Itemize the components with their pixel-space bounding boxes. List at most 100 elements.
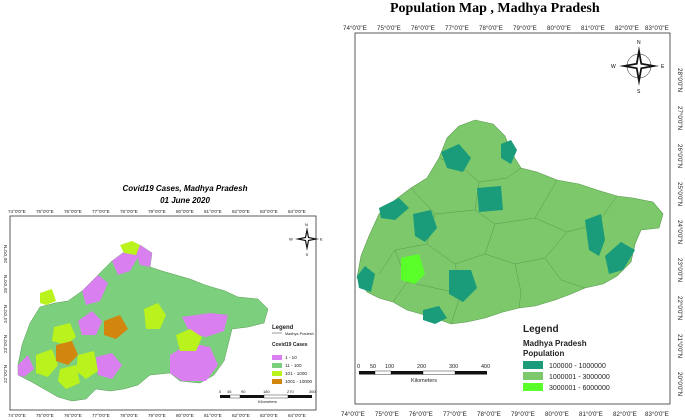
- covid-lon-83-top: 83°0'0"E: [260, 209, 278, 214]
- pop-lat-25: 25°0'0"N: [676, 182, 683, 206]
- covid-legend-swatch-2: [272, 363, 282, 368]
- pop-lon-79-bottom: 79°0'0"E: [511, 411, 535, 418]
- covid-compass-w: W: [289, 237, 293, 242]
- covid-top-lon-labels: 74°0'0"E 75°0'0"E 76°0'0"E 77°0'0"E 78°0…: [8, 209, 306, 214]
- covid-lon-82-bottom: 82°0'0"E: [232, 413, 250, 418]
- pop-lon-77-bottom: 77°0'0"E: [443, 411, 467, 418]
- population-district-teal-2: [501, 140, 517, 164]
- population-map: 74°0'0"E 75°0'0"E 76°0'0"E 77°0'0"E 78°0…: [341, 25, 683, 418]
- covid-legend-subtitle: Covid19 Cases: [272, 342, 308, 348]
- pop-compass-n: N: [637, 40, 641, 46]
- pop-legend-subtitle-2: Population: [523, 349, 564, 358]
- pop-lon-75-top: 75°0'0"E: [377, 25, 401, 32]
- pop-lon-83-bottom: 83°0'0"E: [645, 411, 669, 418]
- covid-district-lime-4: [176, 329, 202, 351]
- covid-legend-label-3: 101 - 1000: [285, 371, 307, 376]
- covid-lat-22: 22°0'0"N: [3, 365, 8, 383]
- population-district-bright-1: [401, 254, 425, 284]
- covid-district-lime-5: [52, 323, 76, 345]
- covid-scale-45: 45: [227, 389, 232, 394]
- pop-lon-80-top: 80°0'0"E: [547, 25, 571, 32]
- covid-district-orange-2: [56, 341, 78, 365]
- pop-lon-80-bottom: 80°0'0"E: [545, 411, 569, 418]
- covid-scale-270: 270: [287, 389, 294, 394]
- covid-lon-81-bottom: 81°0'0"E: [204, 413, 222, 418]
- population-district-teal-1: [441, 144, 471, 172]
- covid-lon-77-bottom: 77°0'0"E: [92, 413, 110, 418]
- covid-district-pink-6: [170, 343, 218, 381]
- covid-legend: Legend Madhya Pradesh Covid19 Cases 1 - …: [272, 325, 314, 384]
- covid-lon-76-bottom: 76°0'0"E: [64, 413, 82, 418]
- pop-lat-24: 24°0'0"N: [676, 220, 683, 244]
- covid-compass-e: E: [320, 237, 323, 242]
- covid-scale-0: 0: [219, 389, 222, 394]
- pop-lon-79-top: 79°0'0"E: [513, 25, 537, 32]
- pop-legend-label-2: 1000001 - 3000000: [549, 374, 610, 381]
- pop-lon-74-bottom: 74°0'0"E: [341, 411, 365, 418]
- covid-lon-83-bottom: 83°0'0"E: [260, 413, 278, 418]
- covid-lon-80-bottom: 80°0'0"E: [176, 413, 194, 418]
- pop-legend-swatch-2: [523, 372, 543, 380]
- covid-lon-77-top: 77°0'0"E: [92, 209, 110, 214]
- population-district-teal-3: [477, 186, 503, 212]
- pop-lat-27: 27°0'0"N: [676, 106, 683, 130]
- covid-lon-84-bottom: 84°0'0"E: [288, 413, 306, 418]
- population-district-teal-6: [585, 214, 605, 256]
- pop-lat-21: 21°0'0"N: [676, 334, 683, 358]
- covid-lon-80-top: 80°0'0"E: [176, 209, 194, 214]
- covid-lat-25: 25°0'0"N: [3, 275, 8, 293]
- pop-lat-23: 23°0'0"N: [676, 258, 683, 282]
- pop-compass-s: S: [637, 89, 641, 95]
- covid-district-pink-2: [136, 245, 152, 267]
- covid-district-lime-8: [58, 365, 80, 389]
- covid-state-shape: [17, 244, 269, 402]
- pop-legend-swatch-1: [523, 361, 543, 369]
- population-compass-icon: N S E W: [611, 40, 665, 95]
- pop-compass-e: E: [661, 64, 665, 70]
- covid-lon-75-top: 75°0'0"E: [36, 209, 54, 214]
- population-scale-bar: 0 50 100 200 300 400 Kilometers: [357, 364, 490, 384]
- covid-district-pink-7: [96, 353, 122, 379]
- covid-lat-23: 23°0'0"N: [3, 335, 8, 353]
- population-district-teal-4: [379, 198, 409, 220]
- pop-lat-28: 28°0'0"N: [676, 68, 683, 92]
- covid-scale-360: 360: [309, 389, 316, 394]
- pop-lon-77-top: 77°0'0"E: [445, 25, 469, 32]
- pop-scale-unit: Kilometers: [411, 378, 437, 384]
- population-legend: Legend Madhya Pradesh Population 100000 …: [523, 324, 610, 392]
- population-bottom-lon-labels: 74°0'0"E 75°0'0"E 76°0'0"E 77°0'0"E 78°0…: [341, 411, 669, 418]
- population-lat-labels: 28°0'0"N 27°0'0"N 26°0'0"N 25°0'0"N 24°0…: [676, 68, 683, 396]
- covid-lon-78-top: 78°0'0"E: [120, 209, 138, 214]
- pop-lon-78-top: 78°0'0"E: [479, 25, 503, 32]
- covid-lon-78-bottom: 78°0'0"E: [120, 413, 138, 418]
- covid-bottom-lon-labels: 74°0'0"E 75°0'0"E 76°0'0"E 77°0'0"E 78°0…: [8, 413, 306, 418]
- covid-district-lime-6: [36, 349, 58, 377]
- covid-legend-title: Legend: [272, 325, 294, 331]
- covid-scale-180: 180: [263, 389, 270, 394]
- covid-legend-swatch-3: [272, 371, 282, 376]
- covid-district-lime-3: [144, 303, 166, 329]
- pop-lon-81-top: 81°0'0"E: [581, 25, 605, 32]
- covid-lon-74-bottom: 74°0'0"E: [8, 413, 26, 418]
- covid-lat-26: 26°0'0"N: [3, 245, 8, 263]
- pop-lon-78-bottom: 78°0'0"E: [477, 411, 501, 418]
- pop-scale-300: 300: [449, 364, 458, 370]
- population-district-teal-9: [449, 270, 477, 302]
- covid-map: 74°0'0"E 75°0'0"E 76°0'0"E 77°0'0"E 78°0…: [3, 209, 323, 418]
- covid-district-pink-1: [112, 249, 138, 275]
- pop-lon-82-top: 82°0'0"E: [615, 25, 639, 32]
- covid-compass-icon: N S E W: [289, 222, 323, 257]
- covid-lon-75-bottom: 75°0'0"E: [36, 413, 54, 418]
- covid-district-pink-4: [78, 311, 102, 335]
- covid-lon-81-top: 81°0'0"E: [204, 209, 222, 214]
- pop-legend-title: Legend: [523, 324, 559, 335]
- pop-lon-83-top: 83°0'0"E: [645, 25, 669, 32]
- pop-legend-label-3: 3000001 - 6000000: [549, 385, 610, 392]
- pop-lon-74-top: 74°0'0"E: [343, 25, 367, 32]
- pop-lon-82-bottom: 82°0'0"E: [613, 411, 637, 418]
- population-top-lon-labels: 74°0'0"E 75°0'0"E 76°0'0"E 77°0'0"E 78°0…: [343, 25, 669, 32]
- covid-map-title: Covid19 Cases, Madhya Pradesh: [122, 184, 248, 193]
- covid-compass-s: S: [306, 252, 309, 257]
- pop-scale-0: 0: [357, 364, 360, 370]
- covid-map-frame: [9, 215, 317, 411]
